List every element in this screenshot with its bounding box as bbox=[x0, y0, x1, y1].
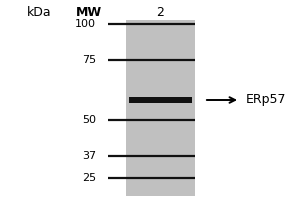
Bar bbox=[126, 20, 195, 196]
Text: 50: 50 bbox=[82, 115, 96, 125]
Text: kDa: kDa bbox=[27, 5, 51, 19]
Text: 37: 37 bbox=[82, 151, 96, 161]
Text: 25: 25 bbox=[82, 173, 96, 183]
Bar bbox=[129, 97, 192, 103]
Text: 100: 100 bbox=[75, 19, 96, 29]
Text: MW: MW bbox=[75, 5, 102, 19]
Text: ERp57: ERp57 bbox=[246, 94, 286, 106]
Text: 2: 2 bbox=[157, 5, 164, 19]
Text: 75: 75 bbox=[82, 55, 96, 65]
